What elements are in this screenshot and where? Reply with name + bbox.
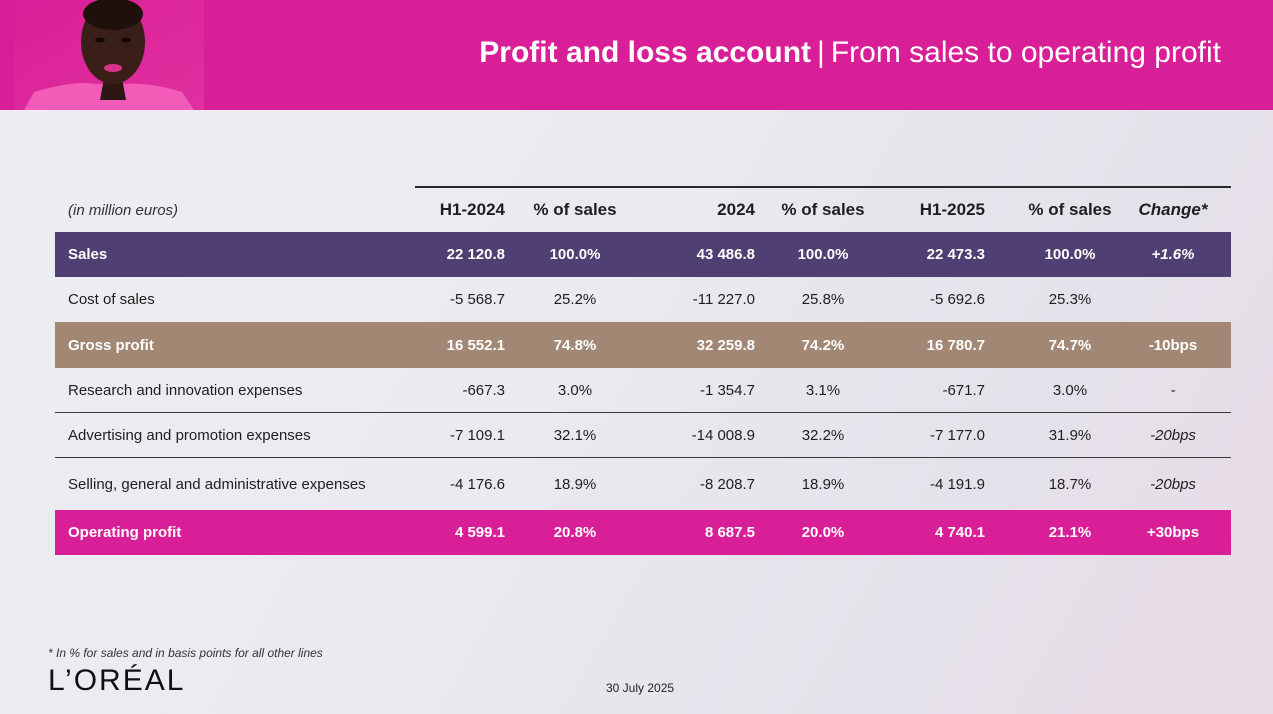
model-portrait-image bbox=[14, 0, 204, 110]
cell-pct-3: 21.1% bbox=[1048, 524, 1092, 541]
cell-pct-2: 74.2% bbox=[801, 336, 845, 354]
cell-pct-3: 74.7% bbox=[1048, 336, 1092, 354]
cell-change bbox=[1123, 277, 1223, 322]
cell-2024: -1 354.7 bbox=[699, 381, 755, 399]
cell-pct-1: 25.2% bbox=[553, 291, 597, 308]
col-header-change: Change* bbox=[1138, 200, 1208, 219]
cell-h1-2025: -671.7 bbox=[942, 381, 985, 399]
table-row-sales: Sales 22 120.8 100.0% 43 486.8 100.0% 22… bbox=[55, 232, 1231, 277]
cell-pct-2: 3.1% bbox=[805, 381, 841, 399]
cell-h1-2025: 16 780.7 bbox=[926, 336, 985, 354]
cell-change: +1.6% bbox=[1151, 246, 1195, 263]
col-header-pct-1: % of sales bbox=[533, 200, 617, 219]
row-label: Research and innovation expenses bbox=[68, 381, 303, 399]
page-title: Profit and loss account | From sales to op… bbox=[479, 36, 1221, 70]
cell-pct-1: 100.0% bbox=[549, 246, 601, 263]
col-header-h1-2025: H1-2025 bbox=[919, 200, 985, 219]
cell-change: -10bps bbox=[1148, 336, 1198, 354]
cell-h1-2024: -5 568.7 bbox=[449, 291, 505, 308]
table-row-advertising-promotion: Advertising and promotion expenses -7 10… bbox=[55, 413, 1231, 458]
cell-h1-2024: -4 176.6 bbox=[449, 476, 505, 493]
row-label: Sales bbox=[68, 246, 108, 263]
cell-pct-3: 25.3% bbox=[1048, 291, 1092, 308]
cell-pct-2: 32.2% bbox=[801, 426, 845, 444]
header-banner: Profit and loss account | From sales to op… bbox=[0, 0, 1273, 110]
cell-2024: 32 259.8 bbox=[696, 336, 755, 354]
cell-h1-2025: 4 740.1 bbox=[934, 524, 985, 541]
row-label: Selling, general and administrative expe… bbox=[68, 476, 366, 493]
cell-pct-1: 74.8% bbox=[553, 336, 597, 354]
table-row-gross-profit: Gross profit 16 552.1 74.8% 32 259.8 74.… bbox=[55, 322, 1231, 368]
cell-pct-1: 32.1% bbox=[553, 426, 597, 444]
cell-h1-2024: 4 599.1 bbox=[454, 524, 505, 541]
cell-h1-2024: -667.3 bbox=[462, 381, 505, 399]
cell-pct-1: 3.0% bbox=[557, 381, 593, 399]
cell-2024: 43 486.8 bbox=[696, 246, 755, 263]
cell-pct-3: 18.7% bbox=[1048, 476, 1092, 493]
row-label: Operating profit bbox=[68, 524, 182, 541]
col-header-2024: 2024 bbox=[717, 200, 755, 219]
cell-pct-2: 100.0% bbox=[797, 246, 849, 263]
title-separator: | bbox=[817, 36, 825, 69]
cell-h1-2024: 16 552.1 bbox=[446, 336, 505, 354]
cell-change: +30bps bbox=[1146, 524, 1200, 541]
cell-pct-3: 100.0% bbox=[1044, 246, 1096, 263]
unit-label: (in million euros) bbox=[68, 201, 179, 219]
cell-change: -20bps bbox=[1150, 426, 1196, 444]
col-header-pct-3: % of sales bbox=[1028, 200, 1112, 219]
col-header-h1-2024: H1-2024 bbox=[439, 200, 505, 219]
title-subtitle: From sales to operating profit bbox=[830, 36, 1221, 69]
cell-h1-2025: -5 692.6 bbox=[929, 291, 985, 308]
presentation-date: 30 July 2025 bbox=[606, 681, 675, 695]
cell-2024: 8 687.5 bbox=[704, 524, 755, 541]
loreal-logo: L’ORÉAL bbox=[48, 664, 186, 697]
cell-2024: -11 227.0 bbox=[692, 291, 755, 308]
cell-h1-2024: 22 120.8 bbox=[446, 246, 505, 263]
cell-h1-2024: -7 109.1 bbox=[449, 426, 505, 444]
row-label: Gross profit bbox=[68, 336, 154, 354]
cell-change: -20bps bbox=[1150, 476, 1196, 493]
cell-pct-3: 3.0% bbox=[1052, 381, 1088, 399]
row-label: Cost of sales bbox=[68, 291, 155, 308]
table-row-sga-expenses: Selling, general and administrative expe… bbox=[55, 459, 1231, 510]
cell-2024: -8 208.7 bbox=[699, 476, 755, 493]
table-row-operating-profit: Operating profit 4 599.1 20.8% 8 687.5 2… bbox=[55, 510, 1231, 555]
table-row-research-innovation: Research and innovation expenses -667.3 … bbox=[55, 368, 1231, 413]
cell-h1-2025: -4 191.9 bbox=[929, 476, 985, 493]
footnote: * In % for sales and in basis points for… bbox=[48, 646, 323, 660]
cell-pct-1: 20.8% bbox=[553, 524, 597, 541]
table-row-cost-of-sales: Cost of sales -5 568.7 25.2% -11 227.0 2… bbox=[55, 277, 1231, 322]
cell-pct-3: 31.9% bbox=[1048, 426, 1092, 444]
cell-pct-2: 25.8% bbox=[801, 291, 845, 308]
cell-h1-2025: 22 473.3 bbox=[926, 246, 985, 263]
table-header: (in million euros) H1-2024 % of sales 20… bbox=[55, 186, 1231, 232]
title-main: Profit and loss account bbox=[479, 36, 812, 69]
row-label: Advertising and promotion expenses bbox=[68, 426, 311, 444]
cell-pct-1: 18.9% bbox=[553, 476, 597, 493]
cell-pct-2: 18.9% bbox=[801, 476, 845, 493]
cell-h1-2025: -7 177.0 bbox=[929, 426, 985, 444]
col-header-pct-2: % of sales bbox=[781, 200, 865, 219]
cell-2024: -14 008.9 bbox=[691, 426, 755, 444]
cell-pct-2: 20.0% bbox=[801, 524, 845, 541]
cell-change: - bbox=[1170, 381, 1176, 399]
header-top-rule bbox=[415, 186, 1231, 188]
